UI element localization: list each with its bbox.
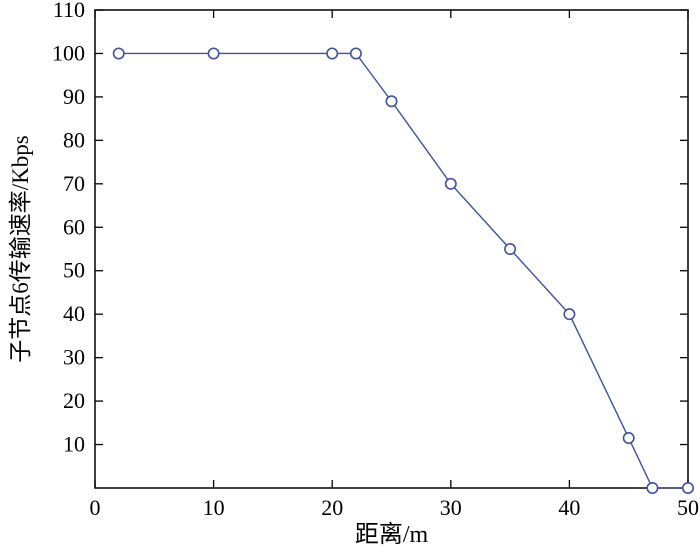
series-line — [118, 52, 688, 489]
y-tick-label: 110 — [53, 0, 85, 22]
x-tick-label: 50 — [677, 495, 699, 520]
x-tick-label: 0 — [90, 495, 101, 520]
data-point — [504, 243, 517, 256]
data-point — [444, 177, 457, 190]
x-tick-label: 20 — [321, 495, 343, 520]
y-tick-label: 40 — [63, 301, 85, 326]
x-axis-title: 距离/m — [355, 521, 429, 548]
data-point — [622, 432, 635, 445]
x-tick-label: 10 — [203, 495, 225, 520]
y-tick-label: 70 — [63, 171, 85, 196]
data-point — [646, 481, 659, 494]
data-point — [207, 47, 220, 60]
axis-frame — [94, 9, 689, 489]
data-point — [681, 481, 694, 494]
y-tick-label: 80 — [63, 127, 85, 152]
data-point — [326, 47, 339, 60]
y-tick-label: 10 — [63, 432, 85, 457]
y-tick-label: 20 — [63, 388, 85, 413]
y-axis-title: 子节点6传输速率/Kbps — [8, 135, 33, 363]
x-tick-label: 40 — [558, 495, 580, 520]
data-point — [385, 95, 398, 108]
y-tick-label: 50 — [63, 258, 85, 283]
x-tick-label: 30 — [440, 495, 462, 520]
data-point — [563, 308, 576, 321]
data-point — [112, 47, 125, 60]
y-tick-label: 100 — [52, 40, 85, 65]
y-tick-label: 60 — [63, 214, 85, 239]
y-tick-label: 30 — [63, 345, 85, 370]
y-tick-label: 90 — [63, 84, 85, 109]
data-point — [349, 47, 362, 60]
